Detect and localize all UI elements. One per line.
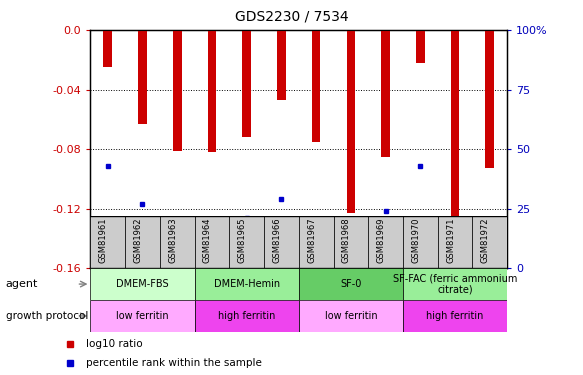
Text: high ferritin: high ferritin [426, 311, 484, 321]
Text: GSM81963: GSM81963 [168, 217, 177, 263]
Bar [90, 268, 195, 300]
Bar [299, 268, 403, 300]
Bar [125, 216, 160, 268]
Text: growth protocol: growth protocol [6, 311, 88, 321]
Text: log10 ratio: log10 ratio [86, 339, 142, 349]
Bar [333, 216, 368, 268]
Bar [243, 30, 251, 137]
Text: GDS2230 / 7534: GDS2230 / 7534 [235, 9, 348, 23]
Text: GSM81961: GSM81961 [99, 217, 108, 263]
Bar [90, 300, 195, 332]
Text: low ferritin: low ferritin [325, 311, 377, 321]
Bar [368, 216, 403, 268]
Text: GSM81971: GSM81971 [446, 217, 455, 263]
Text: GSM81965: GSM81965 [238, 217, 247, 263]
Bar [381, 30, 390, 156]
Bar [195, 268, 298, 300]
Text: agent: agent [6, 279, 38, 289]
Bar [312, 30, 321, 142]
Text: GSM81964: GSM81964 [203, 217, 212, 263]
Bar [103, 30, 112, 67]
Text: GSM81967: GSM81967 [307, 217, 316, 263]
Text: percentile rank within the sample: percentile rank within the sample [86, 358, 262, 368]
Text: GSM81968: GSM81968 [342, 217, 351, 263]
Bar [472, 216, 507, 268]
Bar [438, 216, 472, 268]
Bar [403, 216, 438, 268]
Bar [451, 30, 459, 224]
Bar [138, 30, 147, 124]
Bar [264, 216, 298, 268]
Text: GSM81962: GSM81962 [134, 217, 142, 263]
Text: low ferritin: low ferritin [116, 311, 169, 321]
Text: GSM81969: GSM81969 [377, 217, 385, 263]
Bar [229, 216, 264, 268]
Bar [195, 300, 298, 332]
Bar [299, 216, 333, 268]
Bar [195, 216, 229, 268]
Text: SF-0: SF-0 [340, 279, 361, 289]
Text: SF-FAC (ferric ammonium
citrate): SF-FAC (ferric ammonium citrate) [393, 273, 517, 295]
Bar [173, 30, 181, 150]
Bar [403, 268, 507, 300]
Text: GSM81972: GSM81972 [481, 217, 490, 263]
Bar [403, 300, 507, 332]
Bar [486, 30, 494, 168]
Text: GSM81966: GSM81966 [272, 217, 282, 263]
Text: DMEM-Hemin: DMEM-Hemin [213, 279, 280, 289]
Bar [208, 30, 216, 152]
Bar [90, 216, 125, 268]
Bar [299, 300, 403, 332]
Text: GSM81970: GSM81970 [412, 217, 420, 263]
Text: high ferritin: high ferritin [218, 311, 275, 321]
Bar [416, 30, 424, 63]
Bar [346, 30, 355, 213]
Bar [277, 30, 286, 100]
Text: DMEM-FBS: DMEM-FBS [116, 279, 169, 289]
Bar [160, 216, 195, 268]
